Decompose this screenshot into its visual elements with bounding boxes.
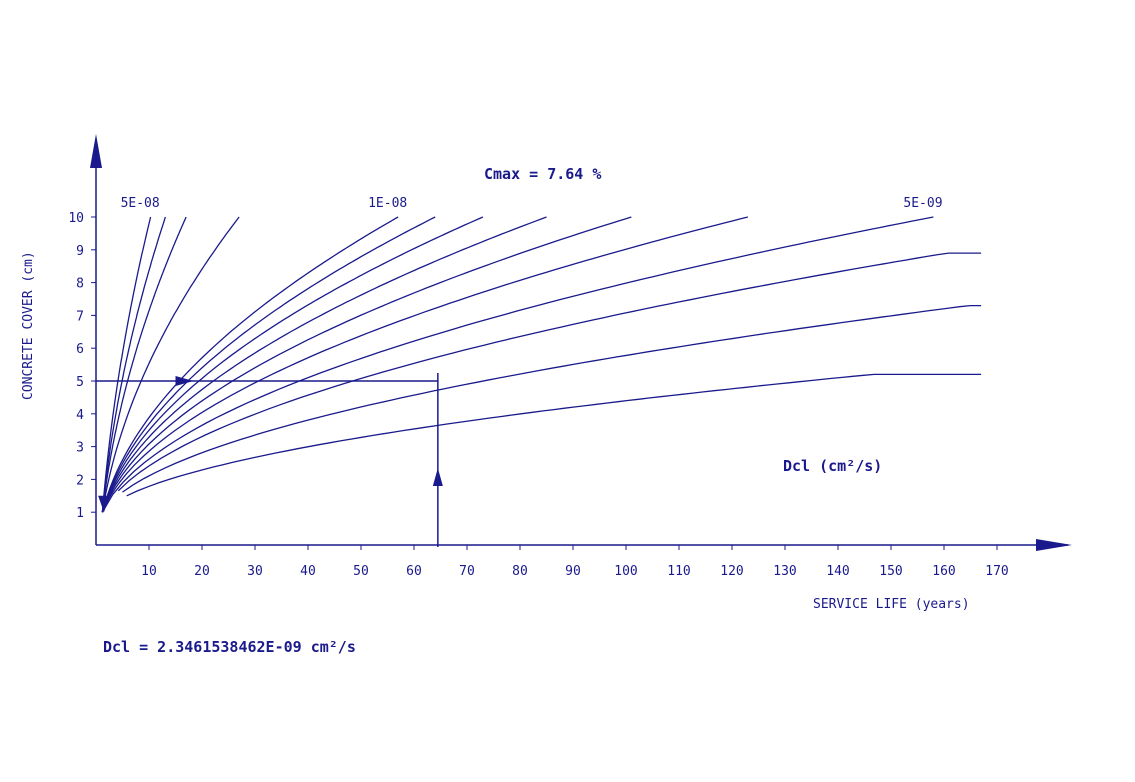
series-line <box>101 216 240 513</box>
x-tick-label: 40 <box>300 564 316 579</box>
x-tick-label: 130 <box>773 564 796 579</box>
legend-title: Dcl (cm²/s) <box>783 457 882 475</box>
series-line <box>117 252 982 492</box>
x-tick-label: 120 <box>720 564 743 579</box>
series-line <box>101 216 436 513</box>
y-tick-label: 1 <box>76 506 84 521</box>
series-line <box>126 373 982 497</box>
y-tick-label: 6 <box>76 342 84 357</box>
chart-title: Cmax = 7.64 % <box>484 165 601 183</box>
series-line <box>101 216 934 513</box>
x-tick-label: 100 <box>614 564 637 579</box>
curves-group <box>101 216 982 513</box>
series-line <box>101 216 187 513</box>
x-tick-label: 50 <box>353 564 369 579</box>
reading-arrow-horizontal <box>175 376 194 386</box>
x-axis-arrow <box>1036 539 1072 551</box>
curve-label: 1E-08 <box>368 196 407 211</box>
series-line <box>101 216 632 513</box>
y-tick-label: 7 <box>76 309 84 324</box>
y-tick-label: 5 <box>76 375 84 390</box>
y-tick-label: 8 <box>76 277 84 292</box>
series-line <box>122 304 982 493</box>
series-line <box>101 216 484 513</box>
x-tick-label: 10 <box>141 564 157 579</box>
x-tick-label: 90 <box>565 564 581 579</box>
y-tick-label: 4 <box>76 408 84 423</box>
x-tick-label: 160 <box>932 564 955 579</box>
x-tick-label: 140 <box>826 564 849 579</box>
x-tick-label: 170 <box>985 564 1008 579</box>
y-axis-arrow <box>90 134 102 168</box>
y-tick-label: 3 <box>76 441 84 456</box>
series-line <box>101 216 399 513</box>
y-tick-label: 10 <box>68 211 84 226</box>
origin-marker <box>98 495 110 513</box>
x-tick-label: 80 <box>512 564 528 579</box>
series-line <box>101 216 167 513</box>
y-axis-label: CONCRETE COVER (cm) <box>21 251 36 400</box>
x-tick-label: 110 <box>667 564 690 579</box>
x-tick-label: 60 <box>406 564 422 579</box>
curve-label: 5E-09 <box>903 196 942 211</box>
series-line <box>101 216 749 513</box>
x-tick-label: 20 <box>194 564 210 579</box>
x-axis-label: SERVICE LIFE (years) <box>813 597 970 612</box>
curve-label: 5E-08 <box>121 196 160 211</box>
series-line <box>101 216 547 513</box>
x-tick-label: 70 <box>459 564 475 579</box>
x-tick-label: 30 <box>247 564 263 579</box>
y-tick-label: 2 <box>76 473 84 488</box>
reading-arrow-vertical <box>432 467 443 486</box>
y-tick-label: 9 <box>76 244 84 259</box>
series-line <box>101 216 152 513</box>
result-text: Dcl = 2.3461538462E-09 cm²/s <box>103 638 356 656</box>
x-tick-label: 150 <box>879 564 902 579</box>
